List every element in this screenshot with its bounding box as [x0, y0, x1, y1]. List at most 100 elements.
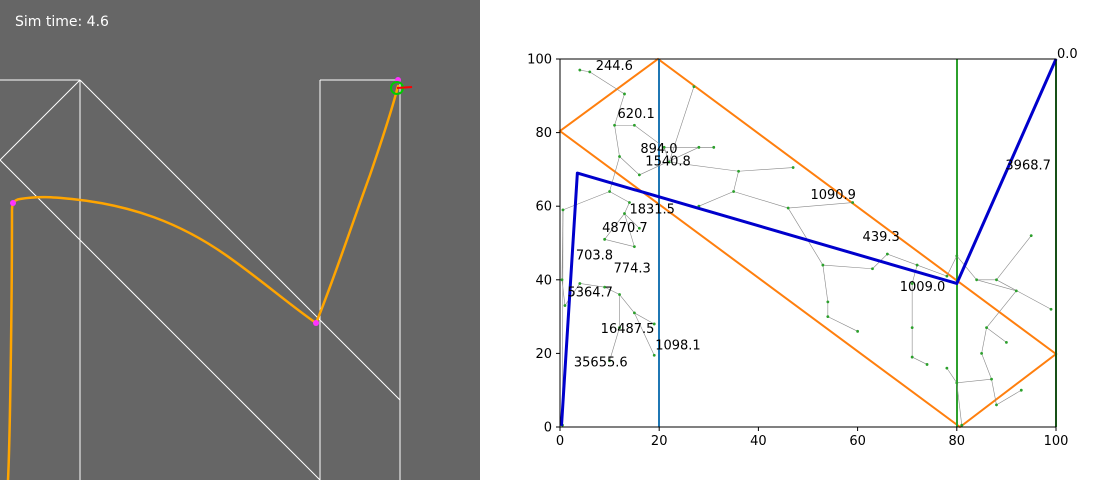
tree-node — [560, 278, 564, 282]
x-tick-label: 40 — [750, 434, 767, 449]
tree-edge — [956, 255, 977, 280]
tree-node — [618, 326, 621, 330]
node-cost-label: 1009.0 — [900, 280, 946, 295]
tree-node — [732, 190, 735, 193]
tree-node — [637, 173, 641, 177]
tree-edge — [986, 327, 1007, 343]
tree-node — [955, 381, 959, 385]
tree-node — [712, 145, 716, 149]
node-cost-label: 1098.1 — [655, 339, 701, 354]
node-cost-label: 1540.8 — [645, 155, 691, 170]
tree-edge — [634, 312, 655, 325]
simulation-view: Sim time: 4.6 — [0, 0, 480, 480]
tree-edge — [619, 294, 635, 314]
tree-edge — [738, 167, 794, 172]
tree-node — [856, 329, 859, 333]
tree-edge — [579, 69, 590, 73]
plot-view: 244.6 620.1 894.0 1540.8 1831.5 4870.7 703.8 77… — [480, 0, 1120, 480]
tree-edge — [976, 279, 1017, 292]
tree-node — [1049, 307, 1053, 311]
tree-edge — [609, 156, 620, 192]
tree-edge — [604, 213, 625, 240]
tree-node — [737, 169, 740, 173]
tree-node — [633, 311, 636, 315]
x-tick-label: 100 — [1044, 434, 1069, 449]
y-tick-label: 60 — [535, 200, 552, 215]
tree-node — [578, 68, 582, 72]
node-cost-label: 703.8 — [576, 249, 613, 264]
y-tick-label: 100 — [527, 53, 552, 68]
tree-node — [1029, 234, 1033, 238]
y-tick-label: 80 — [535, 126, 552, 141]
tree-edge — [561, 279, 566, 306]
node-cost-label: 16487.5 — [601, 322, 655, 337]
tree-node — [821, 263, 825, 267]
tree-edge — [788, 202, 853, 209]
tree-node — [1019, 388, 1023, 392]
axis-ticks: 0 20 40 60 80 100 0 20 40 60 80 100 — [527, 53, 1068, 450]
tree-node — [608, 190, 611, 193]
y-tick-label: 40 — [535, 273, 552, 288]
tree-node — [652, 322, 656, 326]
solution-path — [559, 58, 1058, 426]
goal-cost-label: 0.0 — [1057, 47, 1078, 62]
tree-edge — [981, 327, 987, 354]
tree-edge — [996, 389, 1022, 406]
tree-edge — [663, 147, 670, 163]
tree-edge — [787, 207, 824, 266]
tree-edge — [822, 264, 873, 270]
x-tick-label: 80 — [949, 434, 966, 449]
obstacle-diagonal — [0, 79, 401, 480]
tree-edge — [986, 290, 1017, 328]
tree-edge — [911, 265, 918, 284]
tree-edge — [887, 253, 918, 266]
tree-node — [603, 285, 607, 289]
tree-edge — [946, 367, 958, 384]
node-cost-label: 5364.7 — [567, 285, 613, 300]
plot-frame — [559, 58, 1057, 428]
tree-node — [960, 423, 964, 427]
tree-node — [871, 267, 874, 271]
tree-edge — [733, 191, 789, 209]
node-cost-label: 4870.7 — [602, 221, 648, 236]
robot-path — [6, 84, 400, 480]
tree-node — [618, 155, 621, 158]
solution-path-line — [559, 58, 1058, 426]
tree-node — [608, 359, 611, 363]
x-tick-label: 60 — [849, 434, 866, 449]
tree-node — [910, 355, 914, 359]
tree-node — [980, 352, 983, 355]
tree-edge — [589, 71, 625, 95]
node-cost-label: 620.1 — [618, 107, 655, 122]
obstacle-left — [0, 79, 81, 480]
tree-node — [990, 377, 993, 381]
node-cost-label: 244.6 — [596, 59, 633, 74]
tree-node — [623, 212, 626, 215]
x-tick-label: 20 — [651, 434, 668, 449]
tree-node — [826, 300, 830, 304]
tree-node — [910, 326, 914, 330]
tree-node — [633, 123, 636, 127]
tree-edge — [827, 316, 858, 332]
heading-indicator — [396, 86, 413, 89]
tree-edge — [579, 283, 605, 288]
tree-node — [633, 245, 636, 249]
tree-edge — [614, 93, 625, 126]
tree-node — [578, 282, 582, 285]
node-cost-label: 35655.6 — [574, 355, 628, 370]
waypoint-marker — [313, 320, 319, 326]
tree-edge — [822, 265, 829, 302]
tree-edge — [956, 382, 963, 426]
waypoint-marker — [10, 200, 16, 206]
tree-edge — [981, 353, 992, 380]
tree-node — [662, 145, 666, 149]
tree-edge — [624, 213, 635, 247]
tree-node — [851, 201, 855, 204]
tree-node — [995, 403, 998, 407]
tree-node — [975, 278, 979, 282]
tree-edge — [609, 191, 630, 203]
node-cost-label: 1831.5 — [629, 203, 675, 218]
node-cost-label: 774.3 — [614, 261, 651, 276]
tree-node — [791, 166, 795, 169]
